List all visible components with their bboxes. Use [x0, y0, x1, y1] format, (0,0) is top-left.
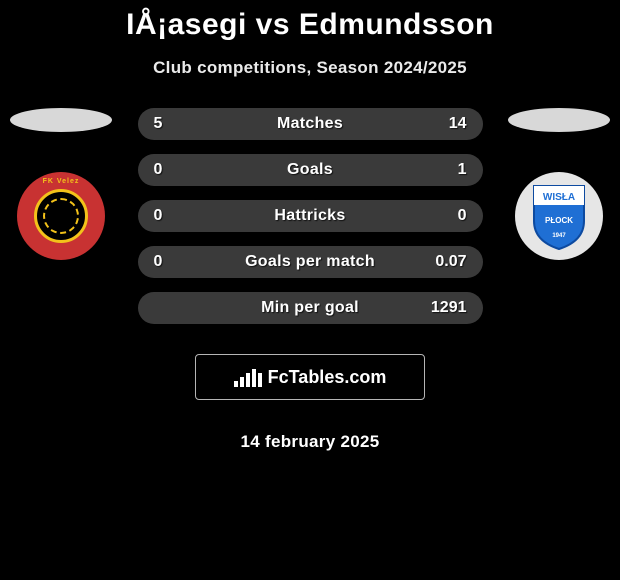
page-title: IÅ¡asegi vs Edmundsson [0, 8, 620, 42]
right-club-column: WISŁA PŁOCK 1947 [504, 108, 614, 260]
stat-right-value: 1 [427, 161, 467, 179]
stat-row-min-per-goal: Min per goal 1291 [138, 292, 483, 324]
svg-text:WISŁA: WISŁA [543, 192, 575, 203]
svg-text:1947: 1947 [552, 233, 566, 239]
stat-label: Min per goal [261, 299, 359, 317]
left-club-column: FK Velez [6, 108, 116, 260]
stat-row-matches: 5 Matches 14 [138, 108, 483, 140]
stat-label: Goals per match [245, 253, 375, 271]
right-club-badge: WISŁA PŁOCK 1947 [515, 172, 603, 260]
footer-date: 14 february 2025 [241, 432, 380, 452]
comparison-card: IÅ¡asegi vs Edmundsson Club competitions… [0, 0, 620, 452]
stats-column: 5 Matches 14 0 Goals 1 0 Hattricks 0 0 G… [116, 108, 504, 452]
page-subtitle: Club competitions, Season 2024/2025 [0, 58, 620, 78]
stat-left-value: 0 [154, 207, 194, 225]
main-row: FK Velez 5 Matches 14 0 Goals 1 0 Hattri… [0, 108, 620, 452]
stat-left-value: 0 [154, 253, 194, 271]
right-ellipse [508, 108, 610, 132]
stat-right-value: 14 [427, 115, 467, 133]
right-badge-shield: WISŁA PŁOCK 1947 [529, 181, 589, 251]
stat-right-value: 0 [427, 207, 467, 225]
svg-text:PŁOCK: PŁOCK [545, 216, 573, 225]
stat-label: Hattricks [274, 207, 345, 225]
stat-right-value: 1291 [427, 299, 467, 317]
stat-left-value: 5 [154, 115, 194, 133]
left-ellipse [10, 108, 112, 132]
stat-row-goals: 0 Goals 1 [138, 154, 483, 186]
left-badge-inner [34, 189, 88, 243]
stat-label: Matches [277, 115, 343, 133]
left-badge-text: FK Velez [43, 178, 80, 185]
stat-label: Goals [287, 161, 333, 179]
stat-left-value: 0 [154, 161, 194, 179]
bar-chart-icon [234, 367, 262, 387]
brand-box[interactable]: FcTables.com [195, 354, 425, 400]
stat-right-value: 0.07 [427, 253, 467, 271]
stat-row-goals-per-match: 0 Goals per match 0.07 [138, 246, 483, 278]
left-club-badge: FK Velez [17, 172, 105, 260]
brand-text: FcTables.com [268, 367, 387, 388]
stat-row-hattricks: 0 Hattricks 0 [138, 200, 483, 232]
